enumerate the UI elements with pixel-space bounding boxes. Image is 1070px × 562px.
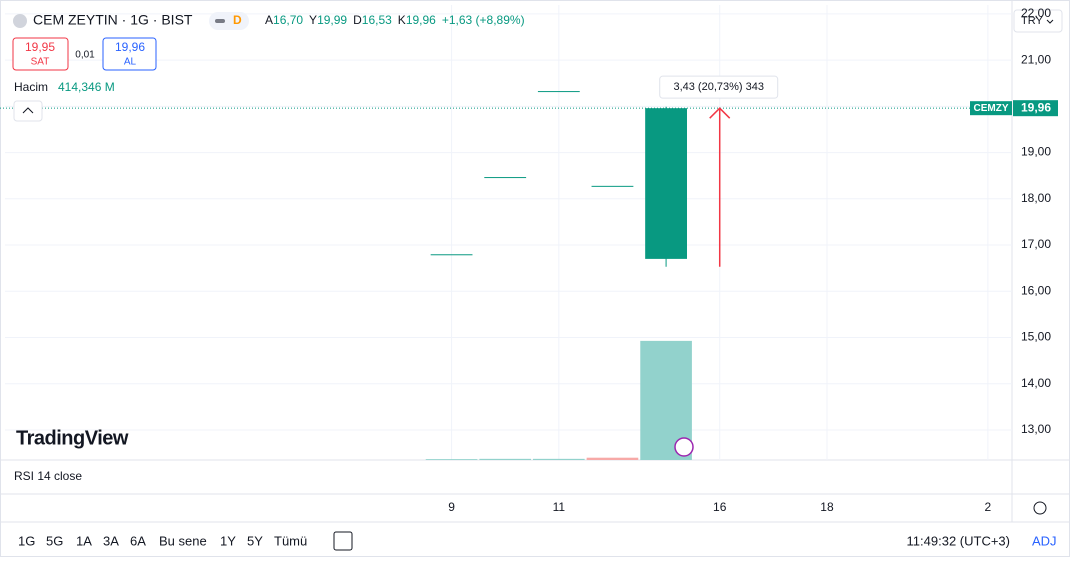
range-button[interactable]: 5G xyxy=(46,533,63,548)
symbol-tag xyxy=(970,101,1012,116)
sell-label: SAT xyxy=(31,57,50,68)
price-tag-text: 19,96 xyxy=(1021,100,1051,114)
ohlc-key: A xyxy=(265,13,273,27)
status-pill xyxy=(209,12,249,30)
y-tick-label: 16,00 xyxy=(1021,283,1051,297)
ohlc-value: 19,99 xyxy=(317,13,347,27)
measure-box xyxy=(659,75,779,99)
indicator-label: RSI 14 close xyxy=(14,469,82,483)
candle-body xyxy=(591,185,634,187)
y-tick-label: 22,00 xyxy=(1021,6,1051,20)
y-tick-label: 21,00 xyxy=(1021,52,1051,66)
date-range-icon[interactable] xyxy=(333,531,353,551)
buy-price: 19,96 xyxy=(115,40,145,54)
y-tick-label: 18,00 xyxy=(1021,191,1051,205)
candle-body xyxy=(537,91,580,93)
candle-body xyxy=(484,177,527,179)
volume-bar xyxy=(479,458,532,460)
range-button[interactable]: 5Y xyxy=(247,533,263,548)
symbol-logo xyxy=(13,14,27,28)
volume-value: 414,346 M xyxy=(58,80,115,94)
range-button[interactable]: 3A xyxy=(103,533,119,548)
range-button[interactable]: 1A xyxy=(76,533,92,548)
status-icon xyxy=(215,19,225,23)
clock: 11:49:32 (UTC+3) xyxy=(907,533,1010,548)
symbol-title[interactable]: CEM ZEYTIN · 1G · BIST xyxy=(33,12,193,28)
sell-price: 19,95 xyxy=(25,40,55,54)
event-icon xyxy=(674,437,694,457)
ohlc-legend: A16,70 Y19,99 D16,53 K19,96 +1,63 (+8,89%) xyxy=(265,13,525,27)
change: +1,63 (+8,89%) xyxy=(442,13,525,27)
volume-bar xyxy=(425,459,478,460)
volume-bar xyxy=(533,458,585,460)
range-button[interactable]: 6A xyxy=(130,533,146,548)
dropdown-icon xyxy=(1046,19,1054,24)
adj-toggle[interactable]: ADJ xyxy=(1032,533,1057,548)
spread: 0,01 xyxy=(75,50,95,61)
buy-label: AL xyxy=(124,57,137,68)
candle-body xyxy=(430,254,473,256)
buy-button[interactable] xyxy=(102,37,157,71)
measure-arrowhead xyxy=(709,107,731,119)
x-tick-label: 9 xyxy=(448,500,455,514)
brand: TradingView xyxy=(16,427,129,449)
currency: TRY xyxy=(1021,15,1043,27)
y-tick-label: 19,00 xyxy=(1021,145,1051,159)
y-tick-label: 13,00 xyxy=(1021,422,1051,436)
ohlc-key: Y xyxy=(309,13,317,27)
y-tick-label: 17,00 xyxy=(1021,237,1051,251)
currency-select[interactable] xyxy=(1013,9,1063,33)
price-tag xyxy=(1013,100,1058,117)
x-tick-label: 16 xyxy=(713,500,727,514)
volume-bar xyxy=(586,457,639,460)
settings-icon[interactable] xyxy=(1033,501,1047,515)
ohlc-value: 16,53 xyxy=(362,13,392,27)
range-button[interactable]: Bu sene xyxy=(159,533,207,548)
range-button[interactable]: 1G xyxy=(18,533,35,548)
ohlc-value: 16,70 xyxy=(273,13,303,27)
collapse-icon xyxy=(22,107,34,114)
sell-button[interactable] xyxy=(12,37,69,71)
symbol-tag-text: CEMZY xyxy=(974,103,1009,114)
candle-body xyxy=(645,108,688,259)
y-tick-label: 15,00 xyxy=(1021,330,1051,344)
x-tick-label: 2 xyxy=(985,500,992,514)
x-tick-label: 18 xyxy=(820,500,834,514)
measure-label: 3,43 (20,73%) 343 xyxy=(673,81,764,93)
y-tick-label: 14,00 xyxy=(1021,376,1051,390)
collapse-button[interactable] xyxy=(13,100,43,122)
ohlc-key: D xyxy=(353,13,362,27)
range-button[interactable]: 1Y xyxy=(220,533,236,548)
ohlc-value: 19,96 xyxy=(406,13,436,27)
ohlc-key: K xyxy=(398,13,406,27)
range-button[interactable]: Tümü xyxy=(274,533,307,548)
x-tick-label: 11 xyxy=(553,500,566,514)
volume-label: Hacim xyxy=(14,80,48,94)
delay-badge: D xyxy=(233,13,242,27)
